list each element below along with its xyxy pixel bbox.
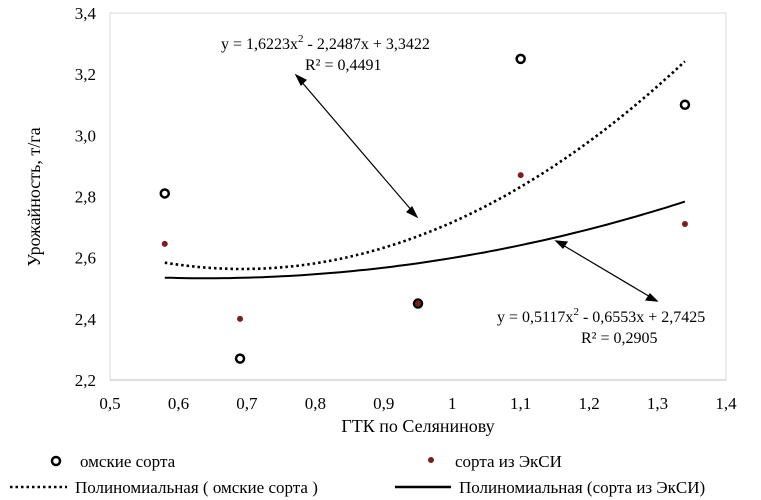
legend-label-omsk: омские сорта: [80, 452, 176, 471]
y-tick-label: 2,6: [75, 249, 96, 268]
y-tick-label: 3,2: [75, 65, 96, 84]
equation-exsi: y = 0,5117x2 - 0,6553x + 2,7425: [497, 306, 705, 326]
point-omsk: [679, 99, 691, 110]
x-tick-label: 1,2: [578, 394, 599, 413]
y-tick-label: 2,2: [75, 371, 96, 390]
equation-omsk: y = 1,6223x2 - 2,2487x + 3,3422: [221, 33, 430, 53]
legend-label-trend-exsi: Полиномиальная (сорта из ЭкСИ): [459, 478, 705, 497]
point-exsi: [681, 221, 688, 228]
trendlines: [164, 60, 686, 280]
x-tick-label: 1: [448, 394, 457, 413]
point-exsi: [415, 300, 421, 307]
y-axis-ticks: 2,2 2,4 2,6 2,8 3,0 3,2 3,4: [75, 4, 97, 390]
legend-label-exsi: сорта из ЭкСИ: [455, 452, 562, 471]
point-omsk: [515, 53, 526, 65]
x-tick-label: 0,7: [236, 394, 258, 413]
x-tick-label: 0,9: [373, 394, 394, 413]
legend-marker-exsi: [428, 457, 434, 463]
x-tick-label: 0,6: [168, 394, 189, 413]
legend: омские сорта сорта из ЭкСИ Полиномиальна…: [10, 452, 705, 497]
x-tick-label: 1,1: [510, 394, 531, 413]
r2-omsk: R² = 0,4491: [305, 57, 382, 74]
r2-exsi: R² = 0,2905: [581, 330, 658, 347]
y-tick-label: 3,4: [75, 4, 97, 23]
x-axis-ticks: 0,5 0,6 0,7 0,8 0,9 1 1,1 1,2 1,3 1,4: [99, 394, 737, 413]
x-tick-label: 0,5: [99, 394, 120, 413]
x-axis-title: ГТК по Селянинову: [341, 416, 494, 436]
x-tick-label: 0,8: [305, 394, 326, 413]
trendline-omsk: [164, 60, 686, 271]
y-axis-title: Урожайность, т/га: [24, 127, 44, 266]
point-exsi: [161, 240, 168, 247]
point-omsk: [159, 188, 171, 199]
data-points: [159, 53, 691, 364]
y-tick-label: 2,8: [75, 188, 96, 207]
trendline-exsi: [164, 200, 686, 280]
point-omsk: [234, 353, 246, 364]
legend-label-trend-omsk: Полиномиальная ( омские сорта ): [75, 478, 318, 497]
legend-marker-omsk: [50, 455, 62, 467]
point-exsi: [517, 172, 524, 179]
x-tick-label: 1,4: [715, 394, 737, 413]
y-tick-label: 3,0: [75, 126, 96, 145]
annotation-arrow-omsk: [294, 73, 419, 219]
x-tick-label: 1,3: [647, 394, 668, 413]
point-exsi: [237, 315, 244, 322]
annotation-arrow-exsi: [554, 240, 659, 302]
y-tick-label: 2,4: [75, 310, 97, 329]
